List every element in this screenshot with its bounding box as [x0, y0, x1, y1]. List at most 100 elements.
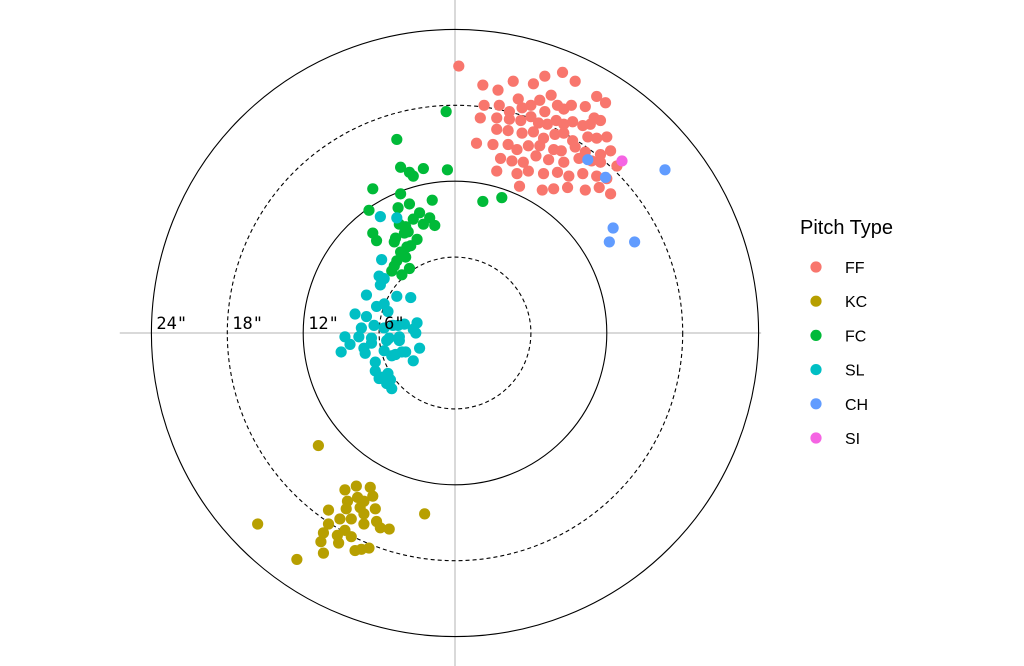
point-sl [410, 327, 422, 339]
point-sl [368, 319, 380, 332]
point-fc [496, 192, 508, 204]
point-ff [534, 94, 546, 106]
point-fc [395, 161, 407, 173]
point-ff [539, 70, 551, 82]
point-ff [525, 99, 537, 111]
point-kc [374, 522, 386, 534]
point-ff [577, 168, 589, 180]
point-ff [549, 128, 561, 140]
point-sl [405, 291, 417, 304]
point-sl [391, 212, 403, 224]
point-kc [340, 503, 352, 515]
point-sl [374, 279, 386, 291]
point-ff [536, 184, 548, 196]
point-ch [629, 236, 641, 248]
point-ch [659, 164, 671, 176]
point-fc [401, 241, 413, 253]
point-fc [370, 235, 383, 247]
point-ff [491, 123, 503, 135]
point-ff [573, 152, 585, 165]
point-si [616, 155, 628, 167]
point-sl [355, 322, 367, 334]
series-ch [582, 154, 671, 248]
point-ff [558, 156, 570, 168]
point-kc [358, 508, 370, 520]
legend-label-fc: FC [845, 328, 866, 345]
point-sl [400, 346, 412, 358]
ring-6in [378, 256, 532, 410]
point-fc [403, 262, 416, 275]
point-kc [333, 537, 345, 549]
point-ff [601, 131, 613, 143]
point-kc [322, 518, 335, 530]
point-ff [511, 143, 523, 156]
series-si [616, 155, 628, 167]
legend-swatch-ff [810, 261, 822, 273]
point-ff [563, 170, 575, 182]
point-ff [558, 127, 570, 139]
point-ch [599, 171, 612, 184]
point-sl [398, 318, 410, 330]
point-fc [392, 202, 404, 214]
legend-swatch-sl [810, 364, 822, 376]
point-ff [511, 168, 523, 180]
point-kc [334, 513, 346, 525]
ring-12in [302, 180, 608, 486]
series-fc [363, 106, 508, 281]
point-ff [537, 168, 550, 180]
point-kc [383, 523, 395, 535]
point-ff [502, 138, 514, 151]
point-sl [389, 348, 402, 361]
point-ff [582, 131, 594, 143]
point-kc [317, 527, 330, 539]
point-ff [522, 140, 534, 152]
point-sl [393, 334, 405, 347]
point-ff [551, 166, 564, 178]
point-kc [291, 553, 303, 566]
point-kc [419, 508, 431, 520]
ring-labels: 24" 18" 12" 6" [156, 314, 404, 334]
point-sl [413, 342, 426, 354]
point-sl [376, 254, 388, 266]
point-kc [367, 490, 379, 502]
point-ff [527, 78, 540, 90]
legend: Pitch Type FF KC FC SL CH SI [800, 217, 893, 448]
point-ff [527, 126, 540, 138]
legend-label-kc: KC [845, 294, 867, 311]
point-kc [345, 531, 357, 543]
point-ff [579, 100, 591, 113]
point-ch [603, 236, 615, 248]
point-ff [543, 154, 555, 166]
legend-title: Pitch Type [800, 217, 893, 239]
point-fc [391, 133, 403, 146]
legend-label-sl: SL [845, 363, 865, 380]
point-sl [391, 290, 403, 302]
point-kc [252, 518, 264, 530]
point-ff [545, 89, 557, 101]
ring-label-6: 6" [384, 314, 404, 334]
point-ff [522, 165, 534, 177]
point-ff [579, 184, 591, 196]
point-ff [591, 132, 603, 144]
series-kc [252, 439, 431, 566]
legend-swatch-si [810, 432, 822, 444]
point-fc [363, 204, 375, 216]
point-ff [493, 99, 505, 111]
point-ff [565, 99, 577, 111]
point-ff [594, 114, 607, 127]
point-sl [369, 356, 381, 368]
point-fc [396, 269, 408, 281]
point-ff [517, 156, 529, 168]
point-ff [513, 180, 526, 192]
point-sl [382, 305, 394, 318]
point-ff [525, 111, 537, 123]
point-ff [591, 170, 603, 182]
point-ff [453, 60, 465, 72]
point-ch [582, 154, 594, 166]
point-kc [350, 480, 362, 492]
point-ff [474, 112, 486, 124]
distance-rings [150, 28, 760, 638]
point-fc [407, 170, 419, 182]
point-sl [376, 371, 388, 383]
point-fc [407, 213, 419, 225]
